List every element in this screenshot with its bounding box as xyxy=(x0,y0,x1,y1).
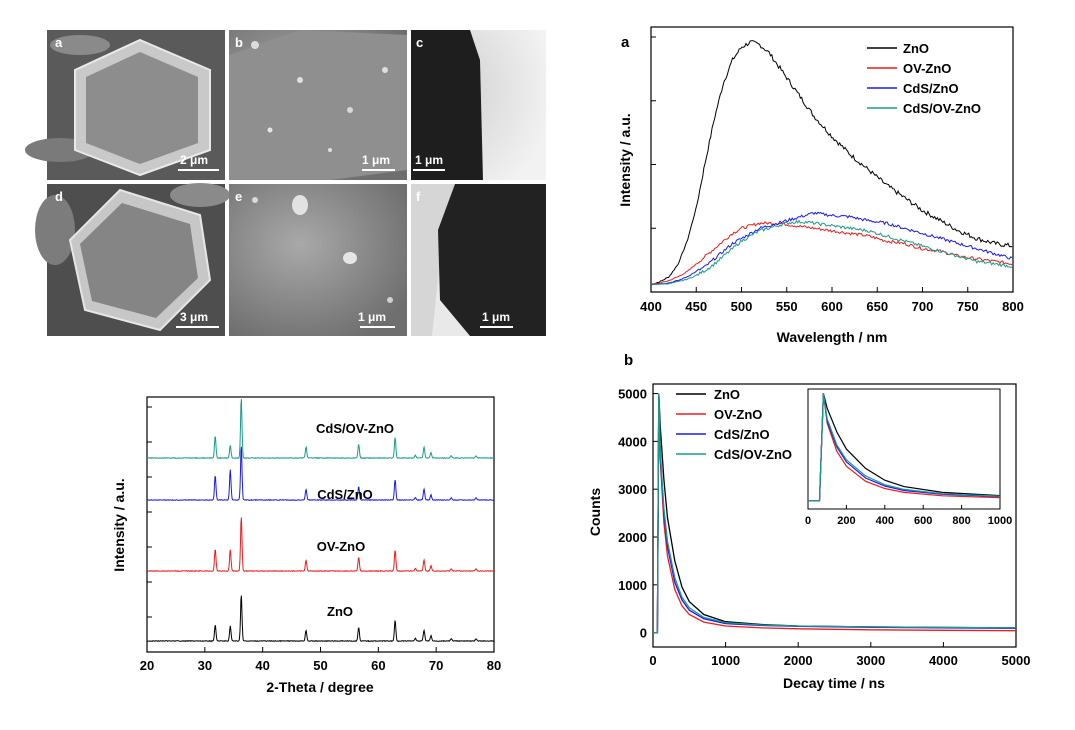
xrd-x-tick-label: 60 xyxy=(371,658,385,673)
pl-series-line-CdS/OV-ZnO xyxy=(650,219,1013,285)
micrograph-d-letter: d xyxy=(55,189,63,204)
decay-chart: b 0 1000 2000 3000 4000 500001000200030004000… xyxy=(587,352,1030,691)
decay-legend-label: ZnO xyxy=(714,387,740,402)
pl-chart: a 400 450 500 550 600 650 700 750 800 ZnO OV-ZnO C… xyxy=(617,26,1024,345)
micrograph-c-letter: c xyxy=(416,35,423,50)
micrograph-f-letter: f xyxy=(416,189,421,204)
pl-x-tick-label: 800 xyxy=(1002,299,1024,314)
micrograph-c-scale: 1 μm xyxy=(415,153,443,167)
micrograph-b-scale: 1 μm xyxy=(362,153,390,167)
pl-x-tick-label: 450 xyxy=(685,299,707,314)
inset-x-tick-label: 200 xyxy=(837,515,855,527)
xrd-x-tick-label: 40 xyxy=(255,658,269,673)
decay-legend-label: CdS/ZnO xyxy=(714,427,770,442)
micrograph-b: b 1 μm xyxy=(229,30,407,180)
xrd-y-axis-title: Intensity / a.u. xyxy=(111,478,127,571)
pl-panel-letter: a xyxy=(621,34,630,51)
xrd-series-label: CdS/OV-ZnO xyxy=(316,421,394,436)
pl-x-tick-label: 500 xyxy=(731,299,753,314)
xrd-series-label: OV-ZnO xyxy=(317,539,365,554)
xrd-series-line-CdS/OV-ZnO xyxy=(146,399,495,460)
micrograph-b-letter: b xyxy=(235,35,243,50)
decay-x-tick-label: 0 xyxy=(649,653,656,668)
xrd-series-line-OV-ZnO xyxy=(147,517,495,573)
decay-x-tick-label: 2000 xyxy=(784,653,813,668)
micrograph-grid: a 2 μm b 1 μm c 1 μm xyxy=(25,30,546,336)
inset-x-tick-label: 800 xyxy=(952,515,970,527)
micrograph-d-scale: 3 μm xyxy=(180,310,208,324)
micrograph-a: a 2 μm xyxy=(25,30,225,180)
pl-x-tick-label: 650 xyxy=(866,299,888,314)
pl-y-axis-title: Intensity / a.u. xyxy=(617,113,633,206)
xrd-series-line-CdS/ZnO xyxy=(146,446,495,502)
micrograph-f: f 1 μm xyxy=(411,184,546,336)
inset-x-tick-label: 1000 xyxy=(988,515,1012,527)
pl-x-tick-label: 400 xyxy=(640,299,662,314)
micrograph-e-letter: e xyxy=(235,189,242,204)
decay-legend-label: OV-ZnO xyxy=(714,407,762,422)
micrograph-d: d 3 μm xyxy=(35,183,230,336)
pl-x-tick-label: 600 xyxy=(821,299,843,314)
decay-y-tick-label: 5000 xyxy=(618,387,647,402)
pl-series-line-ZnO xyxy=(650,40,1013,285)
inset-x-tick-label: 600 xyxy=(914,515,932,527)
pl-legend-label: CdS/ZnO xyxy=(903,81,959,96)
decay-x-axis-title: Decay time / ns xyxy=(783,675,885,691)
micrograph-e-scale: 1 μm xyxy=(358,310,386,324)
inset-x-tick-label: 0 xyxy=(805,515,811,527)
xrd-series-label: CdS/ZnO xyxy=(317,487,373,502)
xrd-x-tick-label: 30 xyxy=(198,658,212,673)
pl-x-tick-label: 700 xyxy=(912,299,934,314)
pl-plot-frame xyxy=(650,26,1014,293)
pl-legend-label: ZnO xyxy=(903,41,929,56)
decay-y-tick-label: 4000 xyxy=(618,434,647,449)
xrd-x-tick-label: 20 xyxy=(140,658,154,673)
decay-series-line-CdS/OV-ZnO xyxy=(653,393,1017,634)
decay-y-axis-title: Counts xyxy=(587,488,603,536)
decay-legend-label: CdS/OV-ZnO xyxy=(714,447,792,462)
decay-x-tick-label: 5000 xyxy=(1002,653,1031,668)
decay-inset: 0 200 400 600 800 1000 xyxy=(805,388,1012,527)
decay-plot-frame xyxy=(652,383,1017,648)
inset-series-line-CdS/OV-ZnO xyxy=(808,393,1001,502)
decay-x-tick-label: 3000 xyxy=(856,653,885,668)
pl-legend-label: CdS/OV-ZnO xyxy=(903,101,981,116)
micrograph-a-letter: a xyxy=(55,35,63,50)
pl-x-tick-label: 550 xyxy=(776,299,798,314)
inset-x-tick-label: 400 xyxy=(876,515,894,527)
decay-panel-letter: b xyxy=(624,352,633,369)
micrograph-c: c 1 μm xyxy=(411,30,546,180)
micrograph-a-scale: 2 μm xyxy=(180,153,208,167)
pl-legend-label: OV-ZnO xyxy=(903,61,951,76)
xrd-series-label: ZnO xyxy=(327,604,353,619)
xrd-x-tick-label: 50 xyxy=(313,658,327,673)
pl-series-line-OV-ZnO xyxy=(650,221,1013,286)
xrd-x-tick-label: 80 xyxy=(487,658,501,673)
xrd-x-axis-title: 2-Theta / degree xyxy=(266,679,374,695)
xrd-chart: 20 30 40 50 60 70 80 ZnO OV-ZnO CdS/ZnO CdS/OV-Zn… xyxy=(111,396,501,695)
decay-x-tick-label: 4000 xyxy=(929,653,958,668)
decay-y-tick-label: 3000 xyxy=(618,482,647,497)
decay-y-tick-label: 1000 xyxy=(618,578,647,593)
pl-x-tick-label: 750 xyxy=(957,299,979,314)
pl-series-line-CdS/ZnO xyxy=(651,211,1013,286)
decay-y-tick-label: 2000 xyxy=(618,530,647,545)
decay-x-tick-label: 1000 xyxy=(711,653,740,668)
xrd-x-tick-label: 70 xyxy=(429,658,443,673)
pl-x-axis-title: Wavelength / nm xyxy=(777,329,888,345)
micrograph-f-scale: 1 μm xyxy=(482,310,510,324)
decay-y-tick-label: 0 xyxy=(640,626,647,641)
micrograph-e: e 1 μm xyxy=(229,184,407,336)
xrd-series-line-ZnO xyxy=(146,595,495,643)
